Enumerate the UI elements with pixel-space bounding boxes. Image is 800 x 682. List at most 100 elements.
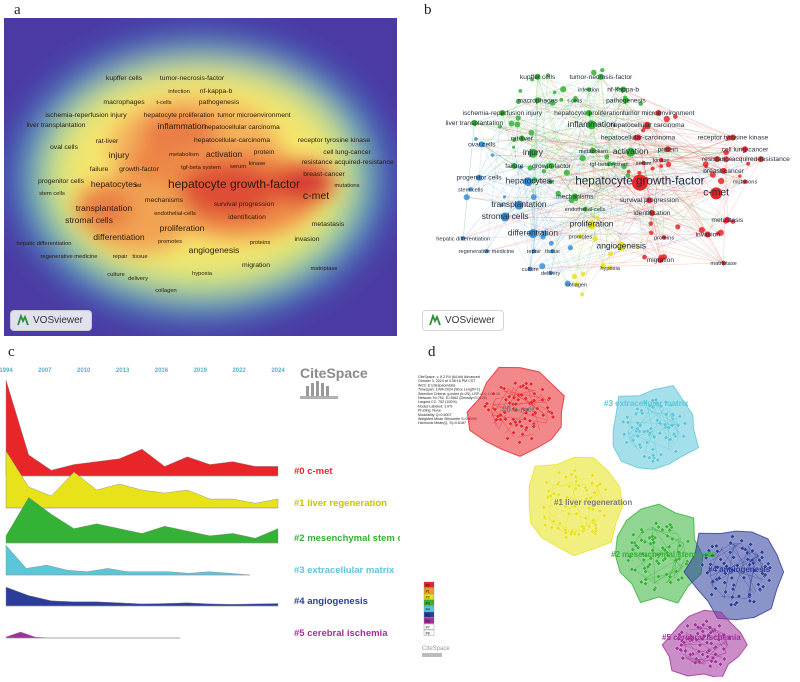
network-label-matriptase: matriptase xyxy=(710,261,736,267)
density-label-rat: rat xyxy=(135,183,142,189)
network-node xyxy=(649,231,653,235)
density-label-collagen: collagen xyxy=(155,288,177,294)
network-node xyxy=(649,221,654,226)
density-label-tissue: tissue xyxy=(132,254,147,260)
network-label-failure: failure xyxy=(505,163,523,170)
density-label-regenerative-medicine: regenerative medicine xyxy=(40,254,97,260)
vosviewer-logo-icon xyxy=(17,314,29,329)
network-label-oval-cells: oval cells xyxy=(468,141,496,148)
network-node xyxy=(580,155,586,161)
network-label-serum: serum xyxy=(636,161,652,167)
density-label-hepatocellular-carcinoma: hepatocellular carcinoma xyxy=(204,124,280,131)
timeline-year-2022: 2022 xyxy=(232,368,246,374)
density-label-ischemia-reperfusion-injury: ischemia-reperfusion injury xyxy=(45,112,127,119)
density-label-repair: repair xyxy=(113,254,128,260)
network-label-hypoxia: hypoxia xyxy=(600,266,620,272)
network-label-differentiation: differentiation xyxy=(508,228,559,238)
density-label-nf-kappa-b: nf-kappa-b xyxy=(200,88,233,95)
legend-label: #5 xyxy=(426,613,430,617)
network-label-pathogenesis: pathogenesis xyxy=(606,97,646,104)
network-label-rat: rat xyxy=(547,180,554,186)
network-label-acquired-resistance: acquired-resistance xyxy=(732,156,790,163)
vosviewer-label-a: VOSviewer xyxy=(33,315,83,326)
timeline-label-1-liver-regeneration: #1 liver regeneration xyxy=(294,498,387,509)
network-label-delivery: delivery xyxy=(541,271,561,277)
network-label-mechanisms: mechanisms xyxy=(556,193,594,200)
network-label-liver-transplantation: liver transplantation xyxy=(445,120,503,127)
panel-label-d: d xyxy=(428,344,436,361)
legend-label: #0 xyxy=(426,583,430,587)
legend-label: #8 xyxy=(426,631,430,635)
network-node xyxy=(464,194,470,200)
density-label-stem-cells: stem cells xyxy=(39,191,65,197)
network-label-hepatocyte-growth-factor: hepatocyte growth-factor xyxy=(575,175,704,188)
timeline-year-2013: 2013 xyxy=(116,368,130,374)
panel-label-b: b xyxy=(424,2,432,19)
density-label-c-met: c-met xyxy=(303,190,329,202)
network-node xyxy=(503,195,506,198)
density-label-receptor-tyrosine-kinase: receptor tyrosine kinase xyxy=(298,137,370,144)
density-label-t-cells: t-cells xyxy=(156,100,171,106)
network-label-macrophages: macrophages xyxy=(517,97,558,104)
network-label-progenitor-cells: progenitor cells xyxy=(456,175,502,182)
network-label-culture: culture xyxy=(522,267,539,273)
legend-label: #7 xyxy=(426,625,430,629)
timeline-label-2-mesenchymal-stem-cells: #2 mesenchymal stem cells xyxy=(294,533,400,544)
timeline-year-2016: 2016 xyxy=(155,368,169,374)
vosviewer-badge-b: VOSviewer xyxy=(422,310,504,331)
timeline-label-5-cerebral-ischemia: #5 cerebral ischemia xyxy=(294,628,388,639)
network-node xyxy=(675,224,680,229)
timeline-areas xyxy=(6,380,278,638)
density-label-identification: identification xyxy=(228,214,266,221)
density-label-rat-liver: rat-liver xyxy=(96,138,119,145)
density-map-panel: kupffer cells tumor-necrosis-factor infect… xyxy=(4,18,397,336)
network-label-survival-progression: survival progression xyxy=(620,197,679,204)
density-label-serum: serum xyxy=(230,164,246,170)
density-label-cell-lung-cancer: cell lung-cancer xyxy=(323,149,371,156)
network-label-mutations: mutations xyxy=(733,180,758,186)
density-label-resistance: resistance xyxy=(302,159,333,166)
density-label-differentiation: differentiation xyxy=(93,232,145,242)
network-node xyxy=(608,251,613,256)
density-label-promotes: promotes xyxy=(158,239,182,245)
density-label-kupffer-cells: kupffer cells xyxy=(106,75,143,82)
legend-label: #6 xyxy=(426,619,430,623)
network-label-growth-factor: growth-factor xyxy=(532,163,572,170)
density-label-culture: culture xyxy=(107,272,124,278)
density-label-hepatocyte-proliferation: hepatocyte proliferation xyxy=(144,112,215,119)
network-node xyxy=(718,178,724,184)
network-label-stromal-cells: stromal cells xyxy=(482,211,529,221)
network-label-resistance: resistance xyxy=(702,156,733,163)
density-label-hepatocellular-carcinoma: hepatocellular-carcinoma xyxy=(194,137,270,144)
timeline-year-1994: 1994 xyxy=(0,368,13,374)
network-label-promotes: promotes xyxy=(569,235,593,241)
density-label-hepatic-differentiation: hepatic differentiation xyxy=(16,241,71,247)
network-label-regenerative-medicine: regenerative medicine xyxy=(459,249,515,255)
density-label-infection: infection xyxy=(168,89,190,95)
network-label-proteins: proteins xyxy=(654,235,674,241)
citespace-mini-text: CiteSpace xyxy=(422,646,450,652)
network-label-hepatocellular-carcinoma: hepatocellular-carcinoma xyxy=(601,135,676,142)
network-label-repair: repair xyxy=(527,249,542,255)
network-node xyxy=(651,166,655,170)
legend-label: #1 xyxy=(426,589,430,593)
density-label-tumor-necrosis-factor: tumor-necrosis-factor xyxy=(160,75,225,82)
timeline-year-2019: 2019 xyxy=(194,368,208,374)
network-label-metabolism: metabolism xyxy=(579,149,608,155)
cluster-label-3-extracellular-matrix: #3 extracellular matrix xyxy=(604,399,689,408)
network-label-tissue: tissue xyxy=(545,249,560,255)
network-label-t-cells: t-cells xyxy=(567,98,582,104)
network-node xyxy=(580,292,584,296)
network-node xyxy=(738,174,741,177)
legend-label: #2 xyxy=(426,595,430,599)
network-node xyxy=(539,263,545,269)
network-label-migration: migration xyxy=(647,257,675,264)
network-label-tumor-microenvironment: tumor microenvironment xyxy=(623,110,695,117)
timeline-label-3-extracellular-matrix: #3 extracellular matrix xyxy=(294,565,395,576)
cluster-map: CiteSpace, v. 6.2.R4 (64-bit) AdvancedOc… xyxy=(414,360,800,677)
legend-label: #3 xyxy=(426,601,430,605)
density-label-transplantation: transplantation xyxy=(76,203,133,213)
network-label-nf-kappa-b: nf-kappa-b xyxy=(607,87,639,94)
